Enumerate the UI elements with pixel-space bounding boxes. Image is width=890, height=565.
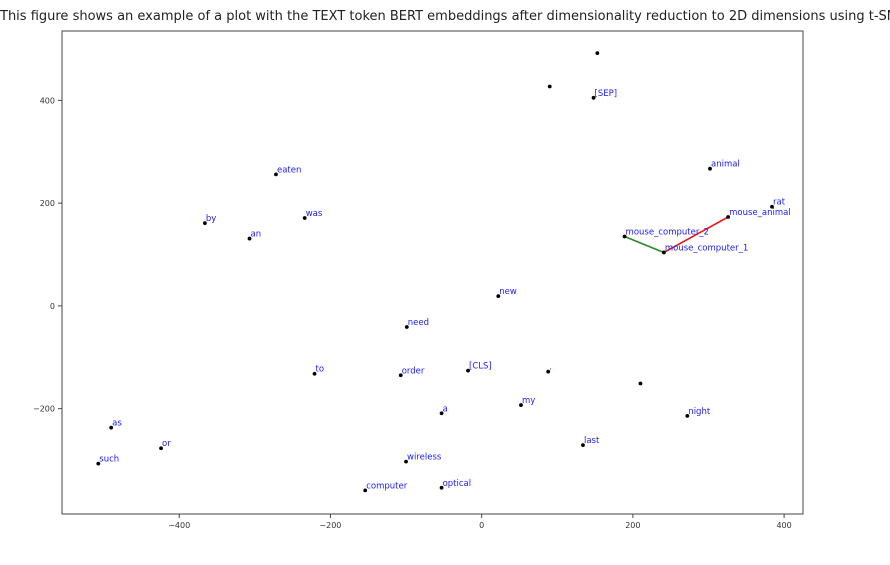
- point-label: an: [251, 230, 262, 240]
- point-label: my: [522, 396, 535, 406]
- point-label: [SEP]: [595, 89, 618, 99]
- point-label: [CLS]: [469, 362, 492, 372]
- data-point-to: [312, 371, 317, 376]
- data-point-order: [398, 373, 403, 378]
- data-point-last: [581, 443, 585, 448]
- connection-lines: [624, 216, 729, 254]
- data-point-an: [247, 236, 252, 241]
- point-label: as: [112, 419, 122, 429]
- data-point-eaten: [274, 172, 278, 177]
- data-point: [638, 381, 643, 386]
- y-tick-label: −200: [33, 405, 55, 414]
- data-point-night: [685, 413, 690, 418]
- data-point-a: [439, 411, 444, 416]
- point-label: animal: [711, 160, 740, 170]
- connection-line-mouse_computer_2-to-mouse_computer_1: [624, 235, 665, 254]
- point-label: or: [162, 439, 171, 449]
- data-point-mouse_computer_2: [622, 234, 627, 239]
- point-label: mouse_computer_1: [665, 243, 748, 253]
- data-point-computer: [363, 488, 368, 493]
- point-label: a: [443, 404, 448, 414]
- data-point-mouse_animal: [726, 215, 731, 219]
- point-label: was: [306, 209, 323, 219]
- data-point-was: [302, 216, 307, 220]
- data-point-such: [96, 461, 101, 466]
- point-label: rat: [773, 198, 786, 208]
- point-label: such: [99, 455, 119, 465]
- connection-line-mouse_computer_1-to-mouse_animal: [663, 216, 729, 254]
- point-label: to: [316, 365, 325, 375]
- plot-area-frame: [61, 30, 804, 515]
- point-label: last: [584, 436, 600, 446]
- point-label: .: [549, 363, 552, 373]
- point-label: need: [408, 318, 429, 328]
- data-point-[SEP]: [591, 95, 596, 100]
- data-point-new: [496, 294, 501, 299]
- data-point-animal: [708, 166, 712, 171]
- data-point-or: [159, 446, 163, 451]
- data-point-mouse_computer_1: [661, 250, 666, 255]
- y-tick-label: 400: [40, 96, 55, 105]
- point-label: mouse_animal: [729, 208, 791, 218]
- point-label: night: [688, 407, 711, 417]
- data-point-need: [404, 325, 409, 329]
- data-point-optical: [439, 485, 444, 490]
- y-tick-label: 0: [50, 302, 55, 311]
- data-point: [595, 51, 600, 55]
- data-point: [547, 84, 552, 89]
- data-point-rat: [770, 204, 774, 209]
- axis-ticks: −400 −200 0 200 400 400 200 0 −200: [33, 96, 792, 530]
- data-point-[CLS]: [466, 368, 470, 373]
- point-label: mouse_computer_2: [626, 228, 709, 238]
- point-label: wireless: [407, 453, 442, 463]
- point-label: by: [206, 214, 216, 224]
- data-point-by: [203, 221, 207, 226]
- data-point-my: [519, 403, 523, 407]
- point-label: order: [402, 366, 425, 376]
- figure-caption: This figure shows an example of a plot w…: [0, 9, 890, 24]
- data-point-wireless: [404, 459, 408, 464]
- x-tick-label: 400: [776, 521, 791, 530]
- x-tick-label: 0: [479, 521, 484, 530]
- point-label: new: [499, 287, 517, 297]
- point-label: eaten: [277, 165, 301, 175]
- y-tick-label: 200: [40, 199, 55, 208]
- x-tick-label: 200: [625, 521, 640, 530]
- data-point-as: [109, 425, 114, 430]
- x-tick-label: −400: [168, 521, 190, 530]
- x-tick-label: −200: [319, 521, 341, 530]
- point-label: optical: [443, 479, 472, 489]
- point-label: computer: [366, 481, 407, 491]
- data-point-.: [546, 369, 551, 374]
